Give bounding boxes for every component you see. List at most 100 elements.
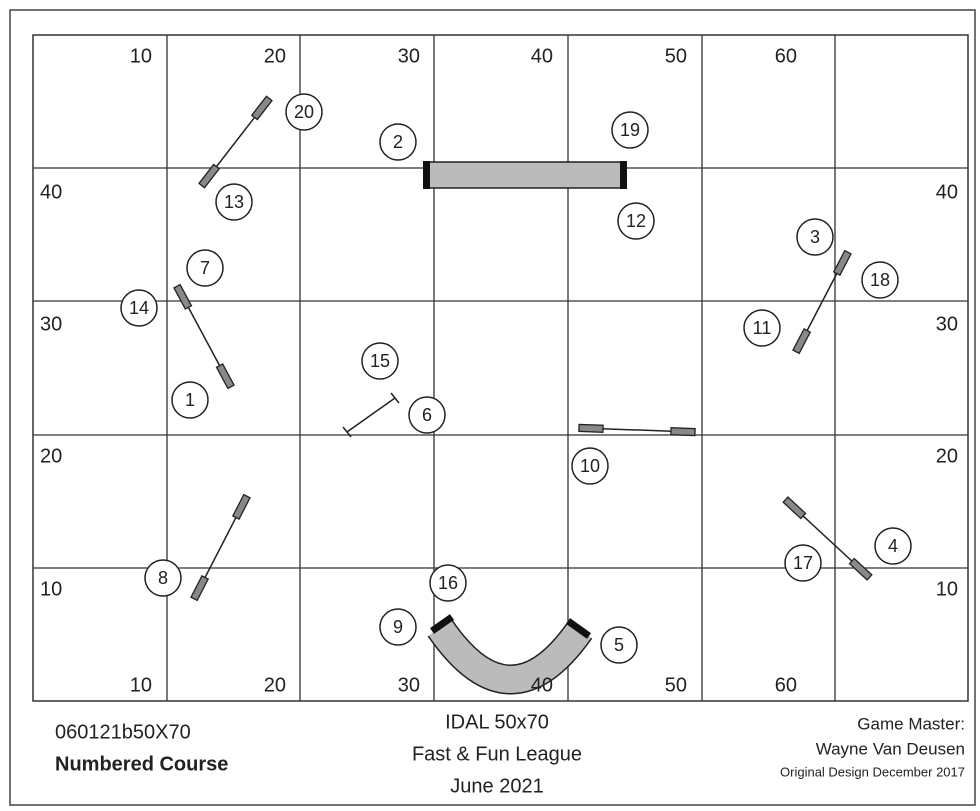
marker-number: 9 xyxy=(393,617,403,637)
grid-label: 40 xyxy=(531,45,553,67)
jump-wing xyxy=(832,249,852,277)
tunnel-end xyxy=(429,614,455,634)
grid-label: 10 xyxy=(40,578,62,600)
tunnel-end xyxy=(620,161,627,189)
marker-circle xyxy=(611,111,649,149)
jump-wing xyxy=(215,363,235,390)
grid-label: 20 xyxy=(936,445,958,467)
marker-number: 14 xyxy=(129,298,149,318)
grid-label: 60 xyxy=(775,674,797,696)
marker-circle xyxy=(361,342,399,380)
marker-circle xyxy=(784,544,822,582)
grid xyxy=(33,35,968,701)
marker-number: 10 xyxy=(580,456,600,476)
course-marker: 20 xyxy=(285,93,323,131)
course-marker: 15 xyxy=(361,342,399,380)
jump-wing xyxy=(578,423,604,433)
marker-circle xyxy=(861,261,899,299)
course-marker: 10 xyxy=(571,447,609,485)
page-border xyxy=(9,9,976,806)
course-marker: 14 xyxy=(120,289,158,327)
grid-label: 10 xyxy=(130,674,152,696)
jump-wing xyxy=(173,283,193,310)
marker-circle xyxy=(743,309,781,347)
grid-label: 10 xyxy=(936,578,958,600)
marker-number: 18 xyxy=(870,270,890,290)
grid-label: 30 xyxy=(398,45,420,67)
marker-number: 4 xyxy=(888,536,898,556)
grid-label: 40 xyxy=(936,181,958,203)
course-marker: 8 xyxy=(144,559,182,597)
marker-circle xyxy=(171,381,209,419)
course-marker: 16 xyxy=(429,564,467,602)
marker-number: 5 xyxy=(614,635,624,655)
credit-line: Game Master: xyxy=(857,714,965,733)
ring-border xyxy=(32,34,969,702)
marker-number: 6 xyxy=(422,405,432,425)
marker-number: 8 xyxy=(158,568,168,588)
jump xyxy=(190,493,251,602)
marker-number: 7 xyxy=(200,258,210,278)
course-marker: 5 xyxy=(600,626,638,664)
grid-label: 60 xyxy=(775,45,797,67)
grid-label: 20 xyxy=(264,45,286,67)
grid-label: 20 xyxy=(264,674,286,696)
course-marker: 2 xyxy=(379,123,417,161)
grid-label: 30 xyxy=(40,313,62,335)
tire-end xyxy=(390,392,400,404)
marker-number: 15 xyxy=(370,351,390,371)
tire-bar xyxy=(346,397,396,433)
jump-wing xyxy=(670,427,696,437)
marker-circle xyxy=(379,123,417,161)
course-marker: 9 xyxy=(379,608,417,646)
course-type: Numbered Course xyxy=(55,753,228,775)
marker-number: 3 xyxy=(810,227,820,247)
course-marker: 18 xyxy=(861,261,899,299)
marker-circle xyxy=(186,249,224,287)
grid-label: 30 xyxy=(936,313,958,335)
jump-wing xyxy=(231,493,251,521)
grid-label: 50 xyxy=(665,45,687,67)
jump-wing xyxy=(782,496,807,520)
marker-circle xyxy=(617,202,655,240)
marker-number: 19 xyxy=(620,120,640,140)
tire xyxy=(342,392,400,438)
marker-circle xyxy=(120,289,158,327)
marker-number: 1 xyxy=(185,390,195,410)
jump-wing xyxy=(190,574,210,602)
event-line: Fast & Fun League xyxy=(412,743,582,765)
course-marker: 6 xyxy=(408,396,446,434)
grid-label: 40 xyxy=(531,674,553,696)
jump xyxy=(198,95,273,189)
jump xyxy=(782,496,873,581)
tunnel-body xyxy=(424,161,626,189)
grid-label: 30 xyxy=(398,674,420,696)
marker-number: 13 xyxy=(224,192,244,212)
course-marker: 3 xyxy=(796,218,834,256)
course-marker: 7 xyxy=(186,249,224,287)
credit-line: Wayne Van Deusen xyxy=(816,739,965,758)
course-marker: 19 xyxy=(611,111,649,149)
marker-circle xyxy=(600,626,638,664)
marker-number: 11 xyxy=(753,318,772,338)
course-marker: 1 xyxy=(171,381,209,419)
jumps xyxy=(173,95,873,602)
course-marker: 12 xyxy=(617,202,655,240)
jump xyxy=(578,423,696,437)
marker-number: 2 xyxy=(393,132,403,152)
marker-number: 12 xyxy=(626,211,646,231)
jump xyxy=(173,283,235,390)
grid-label: 40 xyxy=(40,181,62,203)
marker-circle xyxy=(408,396,446,434)
marker-circle xyxy=(796,218,834,256)
grid-label: 20 xyxy=(40,445,62,467)
marker-circle xyxy=(571,447,609,485)
marker-number: 20 xyxy=(294,102,314,122)
event-line: IDAL 50x70 xyxy=(445,711,549,733)
marker-number: 16 xyxy=(438,573,458,593)
marker-number: 17 xyxy=(793,553,813,573)
jump-wing xyxy=(848,557,873,581)
jump xyxy=(792,249,852,355)
tunnel-end xyxy=(565,618,592,639)
